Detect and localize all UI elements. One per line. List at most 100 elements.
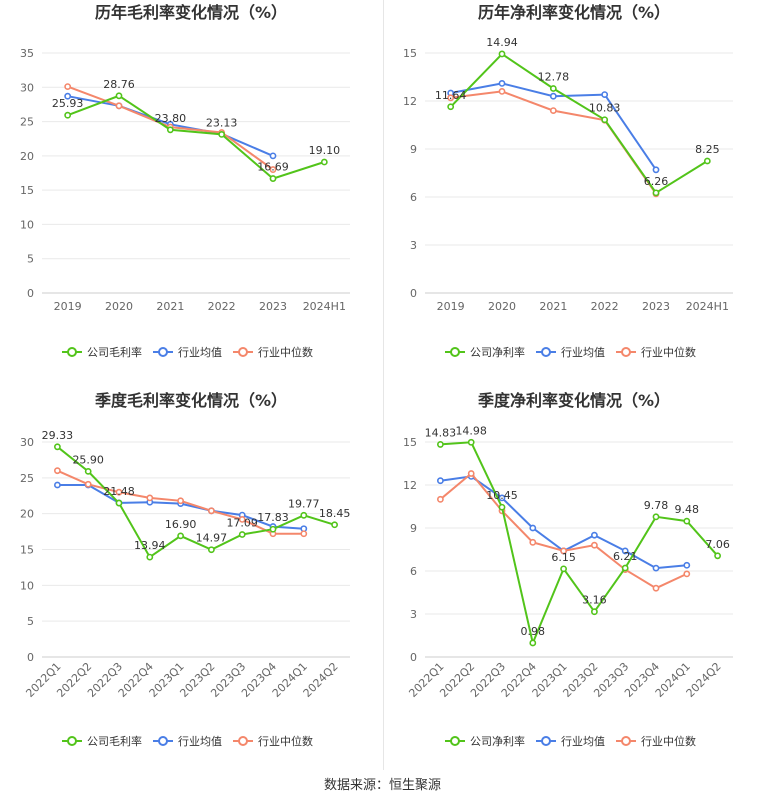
data-point [683, 570, 691, 578]
y-tick-label: 20 [20, 508, 34, 521]
legend-label: 公司毛利率 [87, 734, 142, 748]
y-tick-label: 30 [20, 436, 34, 449]
data-point [207, 507, 215, 515]
data-point [437, 495, 444, 503]
series-line [450, 90, 657, 195]
data-point [300, 530, 308, 538]
data-label: 6.21 [613, 550, 638, 563]
data-point [683, 517, 691, 525]
data-point [560, 565, 567, 573]
data-point [269, 166, 277, 173]
y-tick-label: 30 [20, 81, 34, 94]
legend-swatch-marker [238, 736, 248, 746]
data-point [467, 470, 475, 477]
data-point [437, 441, 444, 448]
y-tick-label: 35 [20, 47, 34, 60]
data-point [652, 189, 660, 197]
data-point [54, 481, 61, 489]
legend-swatch-marker [158, 347, 168, 357]
legend-swatch-marker [541, 347, 551, 357]
data-label: 14.83 [425, 426, 457, 439]
data-label: 6.15 [551, 551, 576, 564]
data-label: 23.80 [155, 112, 187, 125]
legend-swatch-marker [158, 736, 168, 746]
data-point [703, 157, 711, 165]
legend-swatch-marker [450, 347, 460, 357]
data-point [498, 88, 506, 95]
data-point [146, 494, 154, 502]
data-point [498, 80, 506, 87]
data-point [590, 608, 598, 616]
legend-swatch-marker [621, 736, 631, 746]
data-point [621, 564, 629, 572]
legend-label: 行业中位数 [641, 734, 696, 748]
data-point [115, 102, 123, 110]
chart-title: 季度净利率变化情况（%） [477, 391, 670, 410]
data-point [652, 584, 660, 592]
data-point [166, 126, 174, 134]
x-tick-label: 2022 [591, 300, 619, 313]
data-label: 18.45 [319, 507, 351, 520]
y-tick-label: 3 [410, 239, 417, 252]
legend-swatch-marker [238, 347, 248, 357]
data-point [115, 499, 123, 507]
y-tick-label: 9 [410, 143, 417, 156]
data-point [238, 531, 246, 538]
y-tick-label: 12 [403, 95, 417, 108]
data-point [652, 166, 660, 174]
series-line [67, 94, 325, 180]
data-label: 14.97 [196, 532, 228, 545]
y-tick-label: 10 [20, 579, 34, 592]
y-tick-label: 12 [403, 479, 417, 492]
data-point [115, 488, 123, 496]
x-tick-label: 2023 [259, 300, 287, 313]
data-point [549, 107, 557, 114]
data-point [529, 538, 537, 546]
y-tick-label: 15 [20, 184, 34, 197]
data-source: 数据来源：恒生聚源 [323, 778, 441, 793]
data-label: 9.48 [675, 503, 700, 516]
data-label: 17.09 [226, 517, 258, 530]
legend-swatch-marker [450, 736, 460, 746]
y-tick-label: 5 [27, 253, 34, 266]
data-label: 29.33 [42, 429, 74, 442]
data-point [601, 116, 609, 124]
data-label: 10.45 [486, 489, 518, 502]
data-label: 23.13 [206, 116, 238, 129]
legend-label: 行业均值 [561, 735, 605, 748]
legend-label: 行业中位数 [641, 345, 696, 359]
data-point [269, 175, 277, 182]
series-line [449, 52, 708, 195]
x-tick-label: 2020 [488, 300, 516, 313]
y-tick-label: 15 [403, 436, 417, 449]
chart-svg: 季度毛利率变化情况（%）0510152025302022Q12022Q22022… [20, 391, 351, 748]
data-label: 11.64 [435, 89, 467, 102]
y-tick-label: 5 [27, 615, 34, 628]
y-tick-label: 20 [20, 150, 34, 163]
x-tick-label: 2019 [437, 300, 465, 313]
data-label: 0.98 [521, 625, 546, 638]
y-tick-label: 25 [20, 116, 34, 129]
data-point [177, 497, 184, 505]
legend-label: 公司净利率 [470, 345, 525, 359]
data-point [529, 639, 537, 647]
x-tick-label: 2019 [54, 300, 82, 313]
data-point [115, 92, 123, 100]
data-point [652, 513, 660, 521]
y-tick-label: 9 [410, 522, 417, 535]
legend-swatch-marker [67, 347, 77, 357]
data-point [652, 564, 660, 572]
data-point [549, 85, 557, 92]
data-label: 19.10 [309, 144, 341, 157]
data-label: 28.76 [103, 78, 135, 91]
data-point [64, 111, 72, 119]
legend-label: 行业均值 [561, 346, 605, 359]
legend-label: 公司净利率 [470, 734, 525, 748]
chart-title: 历年净利率变化情况（%） [478, 3, 670, 22]
data-point [437, 477, 444, 485]
y-tick-label: 6 [410, 191, 417, 204]
legend-label: 行业中位数 [258, 734, 313, 748]
x-tick-label: 2020 [105, 300, 133, 313]
data-point [207, 546, 215, 554]
data-point [84, 467, 92, 475]
